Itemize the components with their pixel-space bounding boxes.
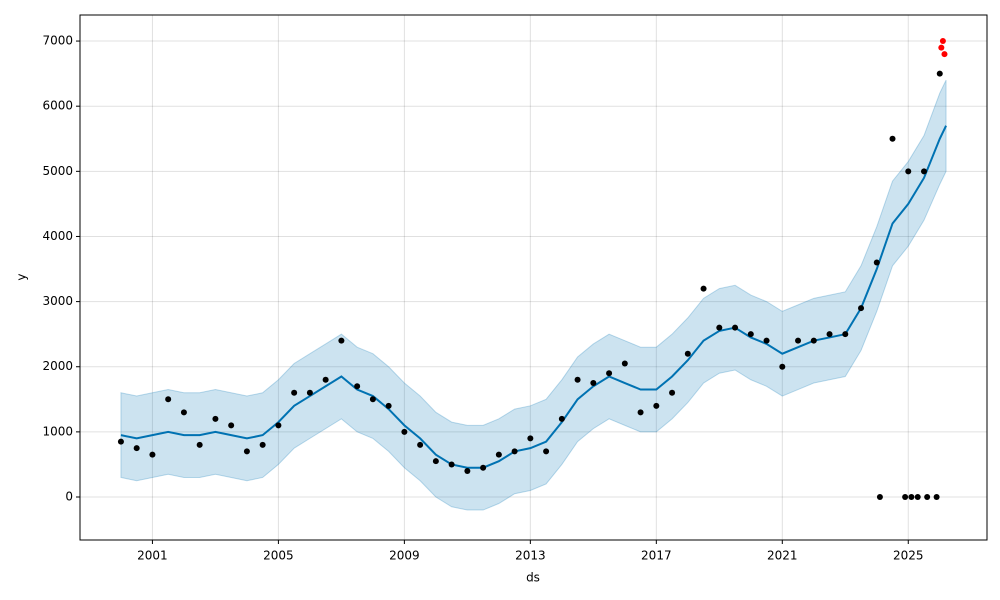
- observation: [448, 461, 455, 468]
- plot-frame: [79, 14, 988, 541]
- observation: [763, 337, 770, 344]
- observation: [621, 360, 628, 367]
- observation: [684, 350, 691, 357]
- y-tick-label: 0: [65, 490, 73, 504]
- y-tick-label: 2000: [42, 359, 73, 373]
- observation: [480, 464, 487, 471]
- observation: [732, 324, 739, 331]
- observation: [902, 494, 909, 501]
- observation: [228, 422, 235, 429]
- y-tick-label: 3000: [42, 294, 73, 308]
- observation: [196, 441, 203, 448]
- observation: [637, 409, 644, 416]
- observation: [401, 428, 408, 435]
- observation: [795, 337, 802, 344]
- observation: [939, 38, 946, 45]
- observation: [322, 376, 329, 383]
- observation: [716, 324, 723, 331]
- observation: [574, 376, 581, 383]
- x-tick-label: 2001: [137, 549, 168, 563]
- observation: [908, 494, 915, 501]
- observation: [779, 363, 786, 370]
- y-axis-label: y: [15, 273, 29, 280]
- observation: [747, 331, 754, 338]
- observation: [889, 135, 896, 142]
- x-axis-label: ds: [526, 571, 540, 585]
- observation: [212, 415, 219, 422]
- x-tick-label: 2025: [893, 549, 924, 563]
- x-tick-label: 2013: [515, 549, 546, 563]
- observation: [876, 494, 883, 501]
- observation: [933, 494, 940, 501]
- observation: [905, 168, 912, 175]
- observation: [369, 396, 376, 403]
- observation: [938, 44, 945, 51]
- observation: [921, 168, 928, 175]
- observation: [858, 305, 865, 312]
- observation: [180, 409, 187, 416]
- observation: [495, 451, 502, 458]
- observation: [924, 494, 931, 501]
- observation: [590, 380, 597, 387]
- observation: [133, 445, 140, 452]
- observation: [243, 448, 250, 455]
- observation: [464, 467, 471, 474]
- observation: [432, 458, 439, 465]
- observation: [165, 396, 172, 403]
- observation: [669, 389, 676, 396]
- observation: [873, 259, 880, 266]
- observation: [149, 451, 156, 458]
- y-tick-label: 6000: [42, 99, 73, 113]
- x-tick-label: 2005: [263, 549, 294, 563]
- observation: [826, 331, 833, 338]
- y-tick-label: 7000: [42, 34, 73, 48]
- observation: [354, 383, 361, 390]
- observation: [936, 70, 943, 77]
- y-tick-label: 4000: [42, 229, 73, 243]
- y-tick-label: 5000: [42, 164, 73, 178]
- observation: [842, 331, 849, 338]
- observation: [417, 441, 424, 448]
- observation: [606, 370, 613, 377]
- observation: [810, 337, 817, 344]
- y-tick-label: 1000: [42, 424, 73, 438]
- x-tick-label: 2017: [641, 549, 672, 563]
- observation: [511, 448, 518, 455]
- observation: [527, 435, 534, 442]
- observation: [941, 51, 948, 58]
- observation: [558, 415, 565, 422]
- observation: [275, 422, 282, 429]
- observation: [291, 389, 298, 396]
- observation: [543, 448, 550, 455]
- x-tick-label: 2009: [389, 549, 420, 563]
- observation: [259, 441, 266, 448]
- uncertainty-band: [120, 79, 947, 511]
- observation: [117, 438, 124, 445]
- observation: [306, 389, 313, 396]
- observation: [385, 402, 392, 409]
- observation: [338, 337, 345, 344]
- observation: [914, 494, 921, 501]
- observation: [700, 285, 707, 292]
- observation: [653, 402, 660, 409]
- x-tick-label: 2021: [767, 549, 798, 563]
